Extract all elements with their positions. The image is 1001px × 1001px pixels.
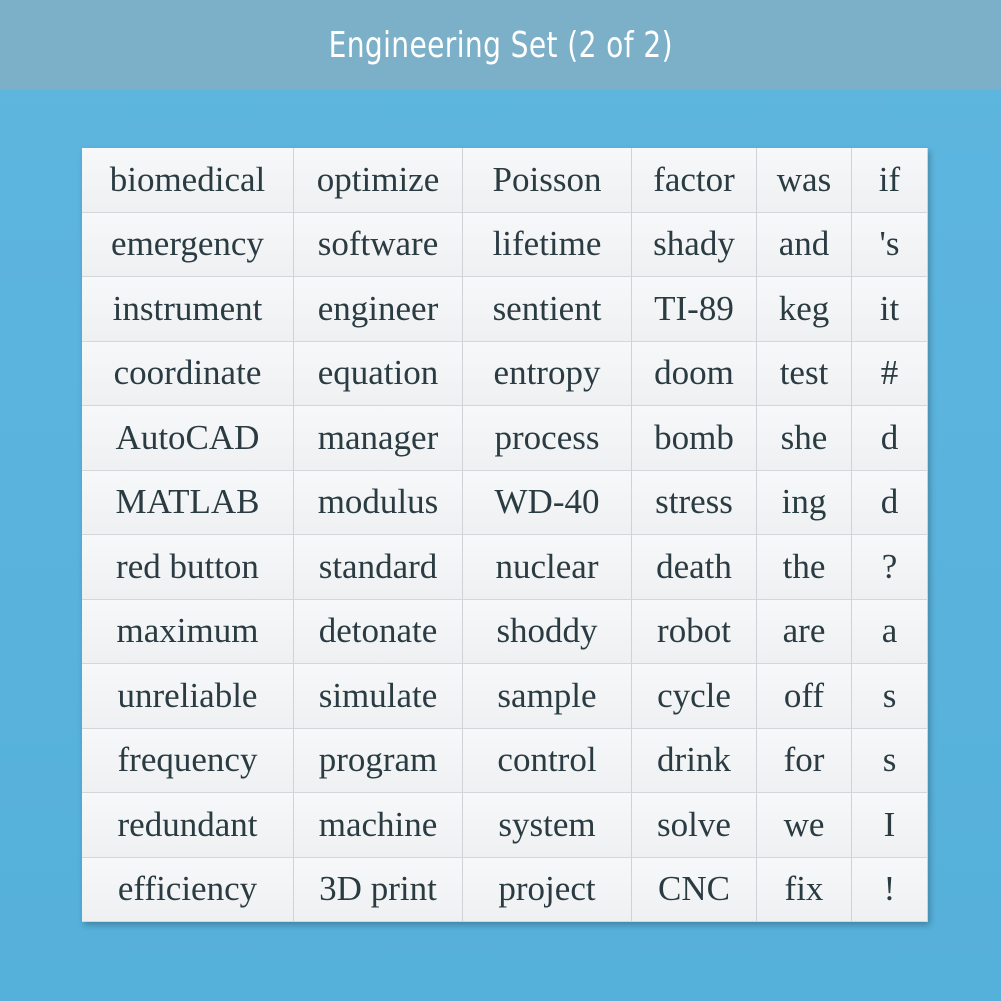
word-tile: test: [757, 341, 852, 406]
word-tile: biomedical: [82, 148, 294, 213]
word-tile: and: [757, 212, 852, 277]
word-tile: for: [757, 728, 852, 793]
word-tile: process: [463, 406, 632, 471]
word-tile: entropy: [463, 341, 632, 406]
word-tile: was: [757, 148, 852, 213]
word-tile: robot: [632, 599, 757, 664]
word-tile: death: [632, 535, 757, 600]
word-tile: AutoCAD: [82, 406, 294, 471]
word-tile: ?: [852, 535, 928, 600]
word-tile: !: [852, 857, 928, 922]
word-tile: CNC: [632, 857, 757, 922]
word-tile: s: [852, 664, 928, 729]
word-tile: drink: [632, 728, 757, 793]
word-tile: are: [757, 599, 852, 664]
word-tile: Poisson: [463, 148, 632, 213]
word-tile: equation: [294, 341, 463, 406]
word-tile: d: [852, 470, 928, 535]
word-tile: shady: [632, 212, 757, 277]
word-tile: shoddy: [463, 599, 632, 664]
word-tile: WD-40: [463, 470, 632, 535]
word-tile: ing: [757, 470, 852, 535]
word-tile: I: [852, 793, 928, 858]
word-tile: manager: [294, 406, 463, 471]
word-tile: lifetime: [463, 212, 632, 277]
word-tile: red button: [82, 535, 294, 600]
word-tile: d: [852, 406, 928, 471]
word-tile: unreliable: [82, 664, 294, 729]
word-tile: a: [852, 599, 928, 664]
word-tile: the: [757, 535, 852, 600]
word-tile: 's: [852, 212, 928, 277]
word-sheet: biomedical optimize Poisson factor was if emer…: [82, 148, 928, 922]
word-tile: TI-89: [632, 277, 757, 342]
word-tile: 3D print: [294, 857, 463, 922]
word-tile: solve: [632, 793, 757, 858]
word-tile: redundant: [82, 793, 294, 858]
word-tile: keg: [757, 277, 852, 342]
word-tile: she: [757, 406, 852, 471]
word-tile: maximum: [82, 599, 294, 664]
word-tile: s: [852, 728, 928, 793]
word-tile: standard: [294, 535, 463, 600]
title: Engineering Set (2 of 2): [328, 24, 673, 66]
word-tile: we: [757, 793, 852, 858]
word-tile: project: [463, 857, 632, 922]
word-tile: fix: [757, 857, 852, 922]
word-tile: bomb: [632, 406, 757, 471]
word-tile: #: [852, 341, 928, 406]
word-tile: software: [294, 212, 463, 277]
word-tile: MATLAB: [82, 470, 294, 535]
word-tile: sample: [463, 664, 632, 729]
word-tile: doom: [632, 341, 757, 406]
word-tile: off: [757, 664, 852, 729]
word-tile: efficiency: [82, 857, 294, 922]
word-tile: coordinate: [82, 341, 294, 406]
word-tile: detonate: [294, 599, 463, 664]
word-tile: nuclear: [463, 535, 632, 600]
word-tile: stress: [632, 470, 757, 535]
word-tile: factor: [632, 148, 757, 213]
word-tile: program: [294, 728, 463, 793]
word-tile: modulus: [294, 470, 463, 535]
word-tile: simulate: [294, 664, 463, 729]
word-tile: machine: [294, 793, 463, 858]
word-tile: emergency: [82, 212, 294, 277]
word-tile: cycle: [632, 664, 757, 729]
word-tile: optimize: [294, 148, 463, 213]
word-tile: it: [852, 277, 928, 342]
word-tile: engineer: [294, 277, 463, 342]
word-tile: system: [463, 793, 632, 858]
word-tile: control: [463, 728, 632, 793]
word-tile: if: [852, 148, 928, 213]
header: Engineering Set (2 of 2): [0, 0, 1001, 90]
word-tile: frequency: [82, 728, 294, 793]
word-tile: instrument: [82, 277, 294, 342]
word-tile: sentient: [463, 277, 632, 342]
